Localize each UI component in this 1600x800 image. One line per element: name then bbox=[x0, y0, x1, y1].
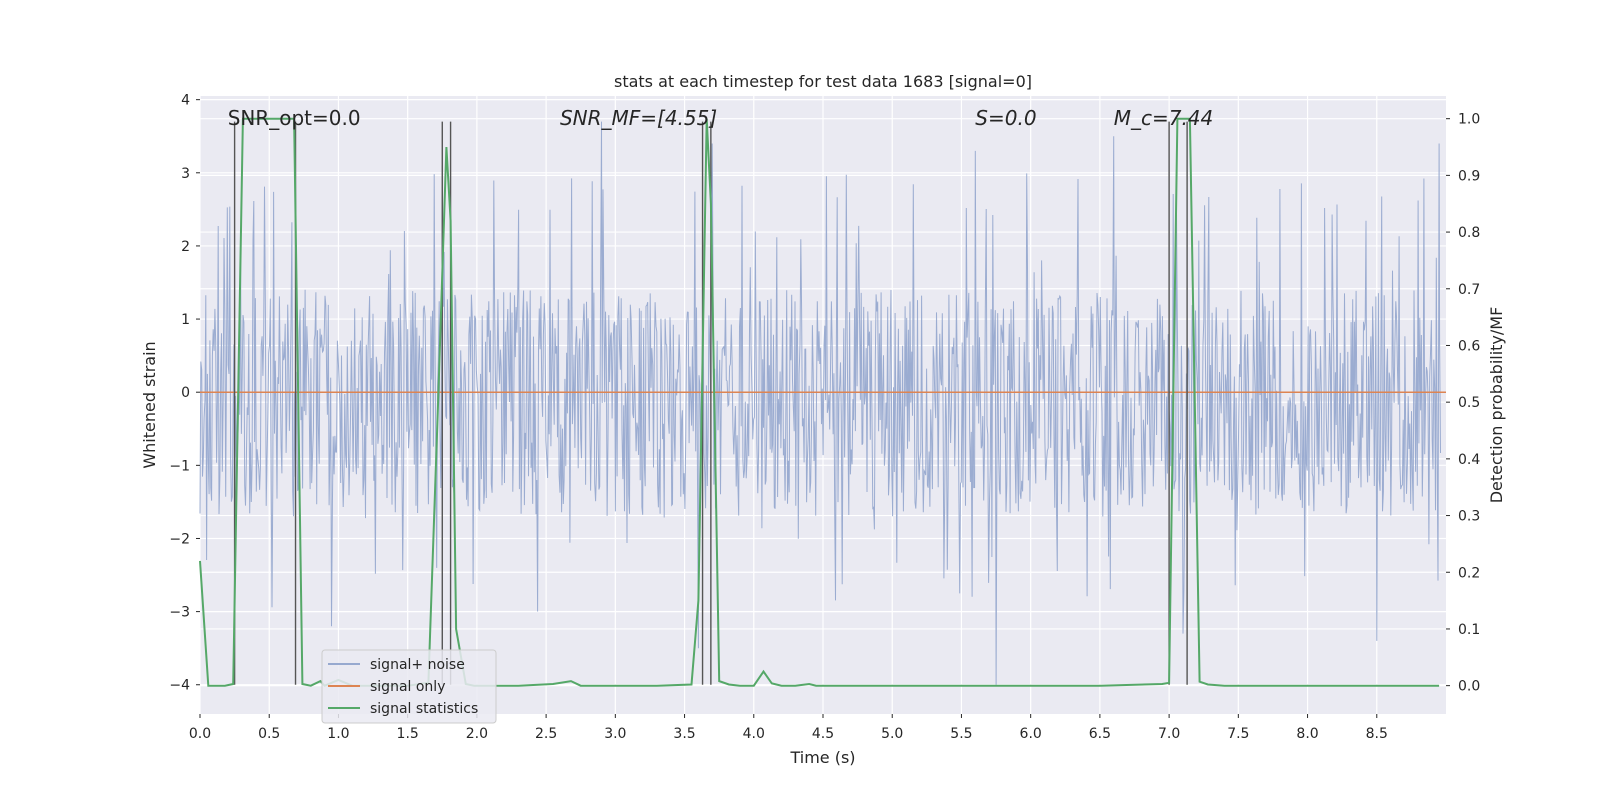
x-tick-label: 4.5 bbox=[812, 726, 834, 742]
y-tick-label: −4 bbox=[169, 678, 190, 694]
annotations: SNR_opt=0.0 SNR_MF=[4.55] S=0.0 M_c=7.44 bbox=[228, 106, 1214, 130]
grid bbox=[199, 96, 1446, 714]
x-tick-label: 8.0 bbox=[1296, 726, 1318, 742]
signal-noise-line bbox=[199, 121, 1441, 685]
x-tick-label: 0.0 bbox=[189, 726, 211, 742]
y-axis-label: Whitened strain bbox=[140, 341, 159, 468]
y-tick-label: 3 bbox=[181, 166, 190, 182]
y2-tick-label: 0.7 bbox=[1458, 282, 1480, 298]
x-tick-label: 1.0 bbox=[327, 726, 349, 742]
x-tick-label: 6.0 bbox=[1020, 726, 1042, 742]
y2-tick-label: 0.8 bbox=[1458, 225, 1480, 241]
x-tick-label: 5.5 bbox=[950, 726, 972, 742]
y2-tick-label: 0.2 bbox=[1458, 565, 1480, 581]
x-axis-label: Time (s) bbox=[789, 748, 855, 767]
x-tick-label: 8.5 bbox=[1366, 726, 1388, 742]
x-tick-label: 1.5 bbox=[397, 726, 419, 742]
legend-box bbox=[321, 649, 497, 724]
series-signal-noise bbox=[199, 121, 1441, 685]
x-tick-label: 2.0 bbox=[466, 726, 488, 742]
series-signal-statistics bbox=[199, 117, 1440, 687]
y-tick-label: 4 bbox=[181, 93, 190, 109]
y2-tick-label: 0.9 bbox=[1458, 168, 1480, 184]
y2-tick-label: 0.3 bbox=[1458, 509, 1480, 525]
x-tick-label: 4.0 bbox=[743, 726, 765, 742]
y-tick-label: 1 bbox=[181, 312, 190, 328]
annotation: SNR_MF=[4.55] bbox=[560, 106, 717, 130]
x-tick-label: 5.0 bbox=[881, 726, 903, 742]
y2-tick-label: 0.1 bbox=[1458, 622, 1480, 638]
chart-title: stats at each timestep for test data 168… bbox=[614, 72, 1032, 91]
x-tick-label: 7.5 bbox=[1227, 726, 1249, 742]
y-tick-label: −2 bbox=[169, 531, 190, 547]
y2-tick-label: 0.4 bbox=[1458, 452, 1480, 468]
x-tick-label: 6.5 bbox=[1089, 726, 1111, 742]
legend: signal+ noise signal only signal statist… bbox=[321, 649, 497, 724]
legend-label-signal-statistics: signal statistics bbox=[370, 701, 478, 717]
y2-tick-label: 1.0 bbox=[1458, 112, 1480, 128]
x-tick-label: 7.0 bbox=[1158, 726, 1180, 742]
y-tick-label: 0 bbox=[181, 385, 190, 401]
annotation: SNR_opt=0.0 bbox=[228, 106, 361, 130]
legend-label-signal-only: signal only bbox=[370, 679, 445, 695]
x-tick-label: 0.5 bbox=[258, 726, 280, 742]
y-tick-label: −3 bbox=[169, 605, 190, 621]
annotation: M_c=7.44 bbox=[1114, 106, 1214, 130]
y2-tick-label: 0.5 bbox=[1458, 395, 1480, 411]
axes: 0.0 0.5 1.0 1.5 2.0 2.5 3.0 3.5 4.0 4.5 5.0 5.5 6.0 6… bbox=[169, 93, 1480, 742]
y-tick-label: −1 bbox=[169, 458, 190, 474]
y2-axis-label: Detection probability/MF bbox=[1487, 307, 1506, 504]
legend-label-signal-noise: signal+ noise bbox=[370, 657, 465, 673]
y2-tick-label: 0.6 bbox=[1458, 338, 1480, 354]
x-tick-label: 3.0 bbox=[604, 726, 626, 742]
y-tick-label: 2 bbox=[181, 239, 190, 255]
x-tick-label: 2.5 bbox=[535, 726, 557, 742]
signal-statistics-line bbox=[199, 117, 1440, 687]
y2-tick-label: 0.0 bbox=[1458, 679, 1480, 695]
x-tick-label: 3.5 bbox=[673, 726, 695, 742]
annotation: S=0.0 bbox=[975, 106, 1036, 130]
